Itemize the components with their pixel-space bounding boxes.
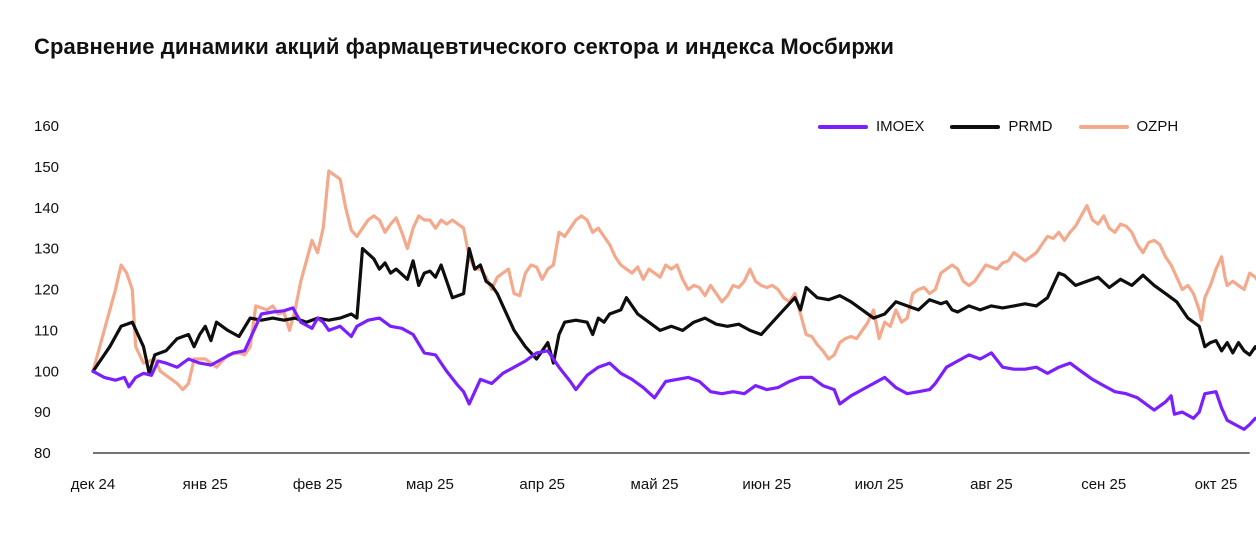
y-tick-label: 120 bbox=[34, 282, 59, 299]
legend-swatch-imoex bbox=[818, 124, 868, 129]
legend-swatch-prmd bbox=[950, 124, 1001, 129]
x-tick-label: фев 25 bbox=[293, 476, 343, 493]
y-tick-label: 110 bbox=[34, 322, 58, 339]
legend-label-imoex: IMOEX bbox=[876, 118, 925, 135]
x-tick-label: дек 24 bbox=[71, 476, 116, 493]
series-line-imoex bbox=[91, 306, 1256, 431]
x-tick-label: май 25 bbox=[631, 476, 679, 493]
legend-label-prmd: PRMD bbox=[1008, 118, 1053, 135]
legend-swatch-ozph bbox=[1078, 124, 1129, 129]
y-tick-label: 100 bbox=[34, 363, 59, 380]
chart-title: Сравнение динамики акций фармацевтическо… bbox=[34, 34, 894, 59]
series-line-prmd bbox=[91, 247, 1256, 375]
y-tick-label: 130 bbox=[34, 241, 59, 258]
legend-item-imoex: IMOEX bbox=[818, 118, 924, 135]
y-tick-label: 90 bbox=[34, 404, 51, 421]
x-tick-label: окт 25 bbox=[1195, 476, 1238, 493]
legend-item-prmd: PRMD bbox=[950, 118, 1053, 135]
y-tick-label: 140 bbox=[34, 200, 59, 217]
y-tick-label: 160 bbox=[34, 118, 59, 135]
x-tick-label: июл 25 bbox=[855, 476, 904, 493]
series-line-ozph bbox=[91, 169, 1256, 392]
x-tick-label: янв 25 bbox=[183, 476, 228, 493]
legend-item-ozph: OZPH bbox=[1078, 118, 1179, 135]
x-tick-label: сен 25 bbox=[1081, 476, 1126, 493]
y-tick-label: 150 bbox=[34, 159, 59, 176]
legend-label-ozph: OZPH bbox=[1136, 118, 1179, 135]
x-tick-label: апр 25 bbox=[519, 476, 565, 493]
chart-legend: IMOEX PRMD OZPH bbox=[818, 118, 1178, 135]
y-tick-label: 80 bbox=[34, 445, 51, 462]
x-tick-label: авг 25 bbox=[970, 476, 1013, 493]
x-tick-label: мар 25 bbox=[406, 476, 454, 493]
x-tick-label: июн 25 bbox=[742, 476, 791, 493]
